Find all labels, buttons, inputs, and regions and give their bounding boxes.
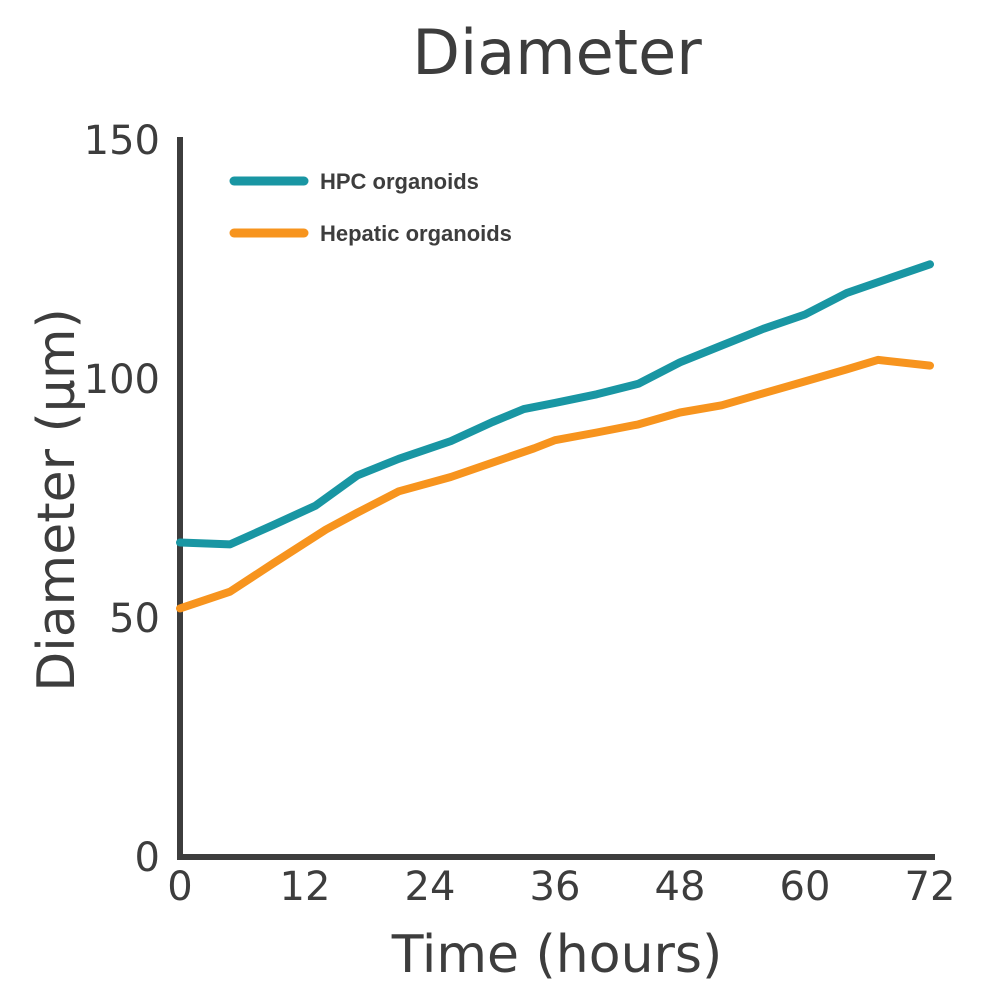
legend: HPC organoids Hepatic organoids xyxy=(229,169,512,246)
x-tick-label: 12 xyxy=(280,864,331,910)
x-tick-label: 0 xyxy=(167,864,192,910)
series-lines xyxy=(176,260,934,613)
plot-area xyxy=(177,137,935,860)
y-tick-labels: 0 50 100 150 xyxy=(84,118,160,881)
y-tick-label: 0 xyxy=(135,835,160,881)
series-line-hepatic-organoids xyxy=(176,355,934,613)
y-tick-label: 100 xyxy=(84,357,160,403)
y-tick-label: 50 xyxy=(109,596,160,642)
y-tick-label: 150 xyxy=(84,118,160,164)
x-axis-title: Time (hours) xyxy=(391,925,723,985)
legend-label-hpc-organoids: HPC organoids xyxy=(320,169,479,194)
legend-label-hepatic-organoids: Hepatic organoids xyxy=(320,221,512,246)
x-tick-label: 60 xyxy=(780,864,831,910)
x-tick-label: 24 xyxy=(405,864,456,910)
x-tick-label: 36 xyxy=(530,864,581,910)
series-line-hpc-organoids xyxy=(176,260,934,549)
x-tick-labels: 0 12 24 36 48 60 72 xyxy=(167,864,955,910)
chart-title: Diameter xyxy=(412,16,702,89)
x-tick-label: 48 xyxy=(655,864,706,910)
x-tick-label: 72 xyxy=(905,864,956,910)
y-axis-title: Diameter (μm) xyxy=(27,308,87,692)
